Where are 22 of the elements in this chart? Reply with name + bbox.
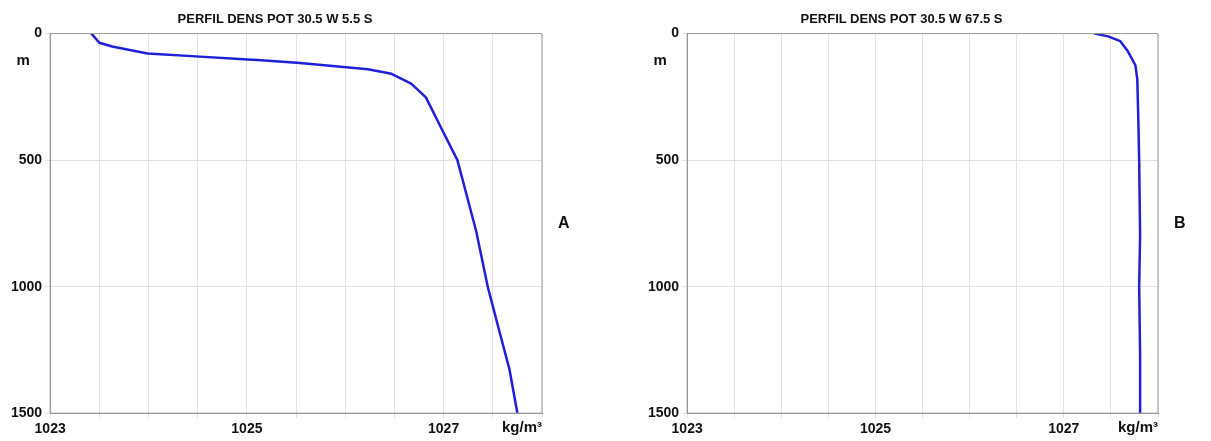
y-tick-label: 1500 xyxy=(647,404,680,421)
chart-title: PERFIL DENS POT 30.5 W 67.5 S xyxy=(800,11,1003,27)
y-tick-label: 0 xyxy=(671,24,680,41)
y-tick-label: 1500 xyxy=(10,404,43,421)
y-tick-label: 0 xyxy=(34,24,43,41)
y-tick-label: 1000 xyxy=(10,277,43,294)
chart-title: PERFIL DENS POT 30.5 W 5.5 S xyxy=(177,11,373,27)
y-axis-title: m xyxy=(16,50,30,68)
x-tick-label: 1025 xyxy=(231,420,263,437)
y-axis-title: m xyxy=(653,50,667,68)
x-tick-label: 1023 xyxy=(34,420,66,437)
y-tick-label: 500 xyxy=(18,150,43,167)
x-axis-title: kg/m³ xyxy=(502,417,543,435)
y-tick-label: 1000 xyxy=(647,277,680,294)
x-tick-label: 1027 xyxy=(428,420,460,437)
x-axis-title: kg/m³ xyxy=(1118,417,1159,435)
y-tick-label: 500 xyxy=(655,150,680,167)
x-tick-label: 1025 xyxy=(859,420,892,437)
x-tick-label: 1027 xyxy=(1048,420,1080,437)
text: A xyxy=(558,213,570,231)
text: B xyxy=(1174,213,1186,231)
x-tick-label: 1023 xyxy=(671,420,703,437)
